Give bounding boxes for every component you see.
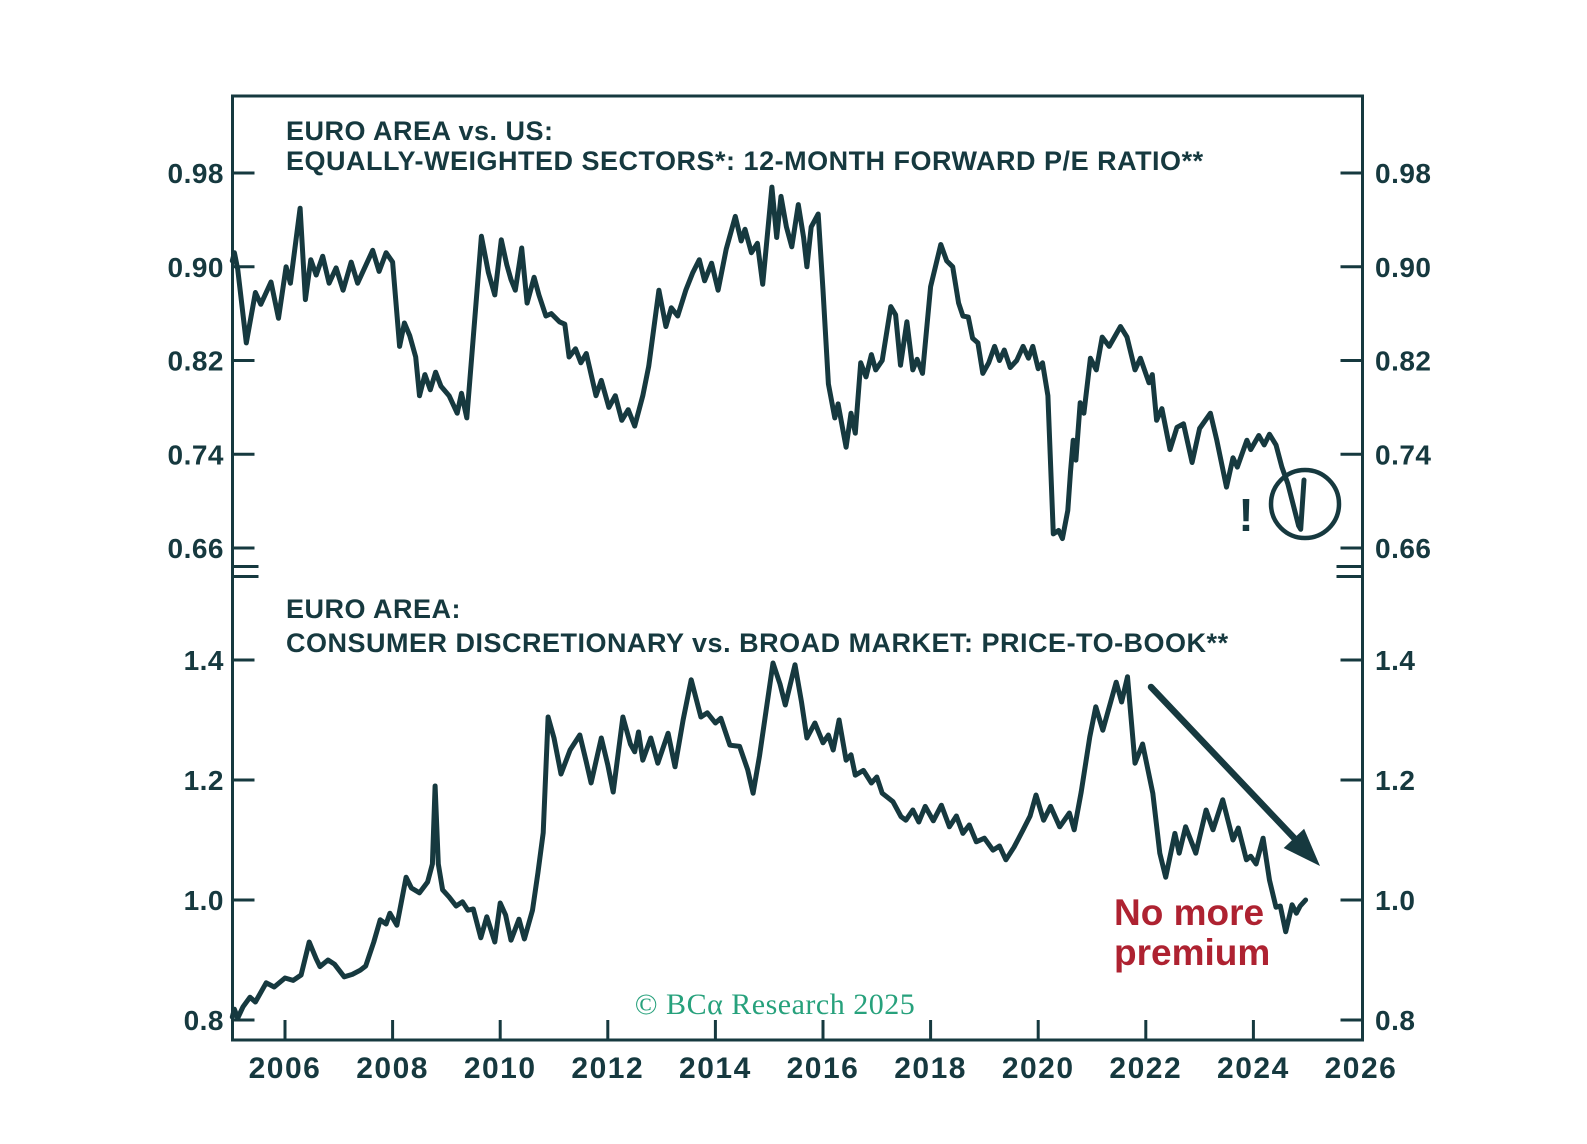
y-tick-label-right-0.8: 0.8 bbox=[1375, 1005, 1415, 1036]
down-arrow-shaft bbox=[1147, 683, 1300, 844]
y-tick-label-left-0.74: 0.74 bbox=[168, 439, 225, 470]
y-tick-label-right-0.74: 0.74 bbox=[1375, 439, 1432, 470]
exclamation-annotation: ! bbox=[1238, 489, 1253, 541]
x-axis-ticks: 2006 2008 2010 2012 2014 2016 2018 2020 2022 2024… bbox=[249, 1020, 1398, 1085]
y-tick-label-right-0.98: 0.98 bbox=[1375, 158, 1432, 189]
copyright-text: © BCα Research 2025 bbox=[635, 988, 915, 1021]
down-arrow-head-icon bbox=[1283, 828, 1320, 866]
top-panel-title-line1: EURO AREA vs. US: bbox=[286, 116, 554, 146]
highlight-circle-annotation bbox=[1268, 467, 1342, 541]
y-tick-label-right-0.66: 0.66 bbox=[1375, 533, 1432, 564]
y-tick-label-right-0.82: 0.82 bbox=[1375, 346, 1432, 377]
y-tick-label-left-1.0: 1.0 bbox=[184, 885, 224, 916]
x-tick-label-2010: 2010 bbox=[464, 1052, 537, 1085]
no-more-premium-text-line1: No more bbox=[1114, 892, 1264, 933]
x-tick-label-2018: 2018 bbox=[894, 1052, 967, 1085]
y-tick-label-left-1.2: 1.2 bbox=[184, 765, 224, 796]
x-tick-label-2024: 2024 bbox=[1217, 1052, 1290, 1085]
x-tick-label-2022: 2022 bbox=[1109, 1052, 1182, 1085]
y-axis-ticks-top-panel: 0.98 0.98 0.90 0.90 0.82 0.82 0.74 0.74 0.66 0.66 bbox=[168, 158, 1432, 564]
scale-break-marks bbox=[232, 565, 1363, 578]
chart-frame bbox=[231, 94, 1364, 1042]
top-series-line bbox=[229, 184, 1307, 542]
x-tick-label-2020: 2020 bbox=[1002, 1052, 1075, 1085]
y-tick-label-left-0.82: 0.82 bbox=[168, 346, 225, 377]
y-tick-label-right-1.4: 1.4 bbox=[1375, 645, 1415, 676]
bottom-series-line bbox=[229, 660, 1309, 1021]
y-tick-label-left-1.4: 1.4 bbox=[184, 645, 224, 676]
x-tick-label-2016: 2016 bbox=[787, 1052, 860, 1085]
y-tick-label-left-0.98: 0.98 bbox=[168, 158, 225, 189]
y-tick-label-left-0.66: 0.66 bbox=[168, 533, 225, 564]
x-tick-label-2026: 2026 bbox=[1325, 1052, 1398, 1085]
y-tick-label-left-0.90: 0.90 bbox=[168, 252, 225, 283]
bottom-panel-title-line2: CONSUMER DISCRETIONARY vs. BROAD MARKET:… bbox=[286, 628, 1229, 658]
y-tick-label-right-1.2: 1.2 bbox=[1375, 765, 1415, 796]
top-panel-title-line2: EQUALLY-WEIGHTED SECTORS*: 12-MONTH FORW… bbox=[286, 146, 1204, 176]
y-tick-label-right-0.90: 0.90 bbox=[1375, 252, 1432, 283]
bottom-panel-title-line1: EURO AREA: bbox=[286, 594, 461, 624]
x-tick-label-2006: 2006 bbox=[249, 1052, 322, 1085]
no-more-premium-text-line2: premium bbox=[1114, 932, 1270, 973]
x-tick-label-2008: 2008 bbox=[356, 1052, 429, 1085]
x-tick-label-2012: 2012 bbox=[571, 1052, 644, 1085]
y-axis-ticks-bottom-panel: 1.4 1.4 1.2 1.2 1.0 1.0 0.8 0.8 bbox=[184, 645, 1415, 1036]
y-tick-label-right-1.0: 1.0 bbox=[1375, 885, 1415, 916]
y-tick-label-left-0.8: 0.8 bbox=[184, 1005, 224, 1036]
x-tick-label-2014: 2014 bbox=[679, 1052, 752, 1085]
